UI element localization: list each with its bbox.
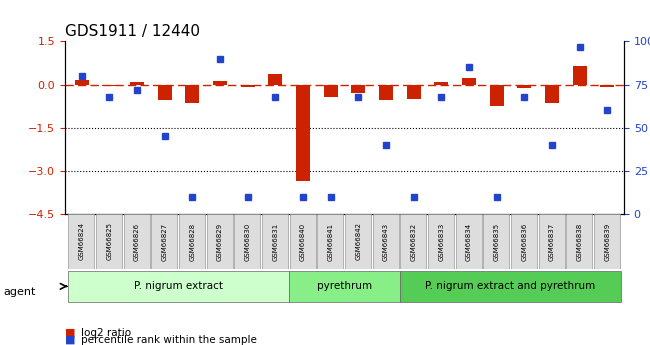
FancyBboxPatch shape bbox=[372, 215, 398, 268]
FancyBboxPatch shape bbox=[207, 215, 233, 268]
Text: GSM66828: GSM66828 bbox=[189, 223, 195, 260]
FancyBboxPatch shape bbox=[96, 215, 122, 268]
Text: pyrethrum: pyrethrum bbox=[317, 282, 372, 291]
FancyBboxPatch shape bbox=[317, 215, 343, 268]
FancyBboxPatch shape bbox=[400, 271, 621, 302]
Text: GDS1911 / 12440: GDS1911 / 12440 bbox=[65, 24, 200, 39]
FancyBboxPatch shape bbox=[511, 215, 537, 268]
FancyBboxPatch shape bbox=[235, 215, 261, 268]
Bar bbox=[352, 85, 365, 93]
Text: GSM66829: GSM66829 bbox=[217, 223, 223, 260]
Bar bbox=[296, 85, 310, 181]
Text: GSM66836: GSM66836 bbox=[521, 223, 527, 260]
FancyBboxPatch shape bbox=[428, 215, 454, 268]
Bar bbox=[573, 66, 587, 85]
Text: GSM66825: GSM66825 bbox=[107, 223, 112, 260]
Text: GSM66827: GSM66827 bbox=[162, 223, 168, 260]
Bar bbox=[601, 85, 614, 87]
Text: GSM66837: GSM66837 bbox=[549, 223, 555, 260]
Bar bbox=[434, 82, 448, 85]
Text: GSM66833: GSM66833 bbox=[438, 223, 445, 260]
FancyBboxPatch shape bbox=[179, 215, 205, 268]
FancyBboxPatch shape bbox=[566, 215, 592, 268]
FancyBboxPatch shape bbox=[151, 215, 177, 268]
Text: GSM66842: GSM66842 bbox=[356, 223, 361, 260]
FancyBboxPatch shape bbox=[262, 215, 288, 268]
Text: GSM66840: GSM66840 bbox=[300, 223, 306, 260]
Text: P. nigrum extract: P. nigrum extract bbox=[134, 282, 223, 291]
Text: percentile rank within the sample: percentile rank within the sample bbox=[81, 335, 257, 345]
Text: GSM66839: GSM66839 bbox=[604, 223, 610, 260]
FancyBboxPatch shape bbox=[124, 215, 150, 268]
Bar bbox=[517, 85, 531, 88]
Bar bbox=[158, 85, 172, 100]
Bar bbox=[490, 85, 504, 106]
Text: GSM66832: GSM66832 bbox=[411, 223, 417, 260]
FancyBboxPatch shape bbox=[456, 215, 482, 268]
FancyBboxPatch shape bbox=[539, 215, 565, 268]
Text: P. nigrum extract and pyrethrum: P. nigrum extract and pyrethrum bbox=[425, 282, 595, 291]
Text: ■: ■ bbox=[65, 328, 75, 338]
Text: GSM66831: GSM66831 bbox=[272, 223, 278, 260]
FancyBboxPatch shape bbox=[400, 215, 426, 268]
FancyBboxPatch shape bbox=[68, 215, 94, 268]
Text: GSM66826: GSM66826 bbox=[134, 223, 140, 260]
FancyBboxPatch shape bbox=[68, 271, 289, 302]
Text: agent: agent bbox=[3, 287, 36, 296]
Bar bbox=[407, 85, 421, 99]
Bar bbox=[240, 85, 255, 87]
Bar bbox=[379, 85, 393, 100]
FancyBboxPatch shape bbox=[290, 215, 316, 268]
Text: GSM66824: GSM66824 bbox=[79, 223, 84, 260]
Bar bbox=[545, 85, 559, 103]
Text: GSM66830: GSM66830 bbox=[244, 223, 251, 260]
Text: log2 ratio: log2 ratio bbox=[81, 328, 131, 338]
Text: GSM66834: GSM66834 bbox=[466, 223, 472, 260]
Text: GSM66843: GSM66843 bbox=[383, 223, 389, 260]
Text: GSM66841: GSM66841 bbox=[328, 223, 333, 260]
Bar bbox=[324, 85, 337, 97]
Text: GSM66838: GSM66838 bbox=[577, 223, 582, 260]
FancyBboxPatch shape bbox=[594, 215, 620, 268]
Bar bbox=[462, 78, 476, 85]
Bar bbox=[185, 85, 199, 103]
Bar bbox=[268, 75, 282, 85]
Bar bbox=[75, 80, 88, 85]
FancyBboxPatch shape bbox=[345, 215, 371, 268]
FancyBboxPatch shape bbox=[484, 215, 510, 268]
Bar bbox=[102, 85, 116, 86]
Bar bbox=[130, 82, 144, 85]
Text: GSM66835: GSM66835 bbox=[494, 223, 500, 260]
Text: ■: ■ bbox=[65, 335, 75, 345]
FancyBboxPatch shape bbox=[289, 271, 400, 302]
Bar bbox=[213, 81, 227, 85]
